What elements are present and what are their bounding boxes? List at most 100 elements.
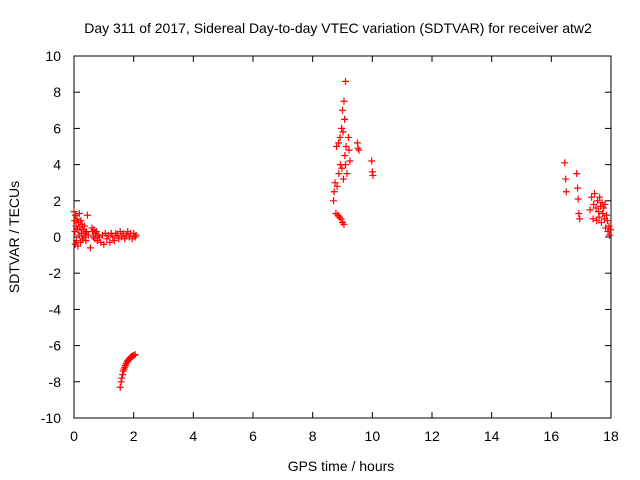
- data-point: [591, 190, 599, 198]
- data-point: [70, 208, 78, 216]
- y-tick-label: -4: [49, 301, 62, 317]
- data-point: [605, 222, 613, 230]
- data-point: [586, 206, 594, 214]
- y-axis-label: SDTVAR / TECUs: [6, 181, 22, 293]
- data-point: [121, 235, 129, 243]
- data-point: [331, 179, 339, 187]
- data-point: [589, 215, 597, 223]
- data-point: [575, 209, 583, 217]
- y-tick-label: 2: [53, 193, 61, 209]
- data-point: [600, 204, 608, 212]
- data-point: [336, 133, 344, 141]
- data-point: [562, 188, 570, 196]
- data-point: [335, 170, 343, 178]
- data-point: [84, 231, 92, 239]
- data-point: [601, 200, 609, 208]
- x-tick-label: 10: [365, 428, 381, 444]
- data-point: [339, 128, 347, 136]
- data-point: [345, 146, 353, 154]
- y-tick-label: 0: [53, 229, 61, 245]
- data-point: [338, 164, 346, 172]
- data-point: [74, 242, 82, 250]
- x-tick-label: 8: [309, 428, 317, 444]
- y-tick-label: 8: [53, 84, 61, 100]
- data-point: [369, 171, 377, 179]
- data-point: [562, 175, 570, 183]
- series-cluster-early-morning: [70, 208, 140, 252]
- data-point: [603, 217, 611, 225]
- data-point: [132, 231, 140, 239]
- data-point: [590, 200, 598, 208]
- data-point: [73, 215, 81, 223]
- data-point: [344, 133, 352, 141]
- data-point: [72, 222, 80, 230]
- data-point: [333, 182, 341, 190]
- data-points: [70, 77, 614, 391]
- data-point: [573, 170, 581, 178]
- chart-title: Day 311 of 2017, Sidereal Day-to-day VTE…: [84, 20, 592, 36]
- data-point: [346, 157, 354, 165]
- series-cluster-late: [561, 159, 614, 239]
- data-point: [113, 231, 121, 239]
- data-point: [86, 244, 94, 252]
- x-tick-label: 16: [544, 428, 560, 444]
- data-point: [603, 211, 611, 219]
- data-point: [597, 219, 605, 227]
- data-point: [77, 217, 85, 225]
- data-point: [342, 143, 350, 150]
- data-point: [339, 106, 346, 114]
- data-point: [594, 197, 602, 205]
- x-axis-label: GPS time / hours: [288, 458, 395, 474]
- data-point: [561, 159, 569, 167]
- x-tick-label: 14: [484, 428, 500, 444]
- y-tick-label: 10: [45, 48, 61, 64]
- data-point: [596, 193, 604, 201]
- data-point: [100, 240, 108, 248]
- data-point: [341, 115, 349, 123]
- data-point: [592, 204, 600, 212]
- data-point: [116, 383, 124, 391]
- axis-ticks: [73, 55, 612, 419]
- data-point: [574, 184, 582, 192]
- data-point: [368, 157, 376, 165]
- data-point: [337, 215, 345, 223]
- data-point: [92, 228, 100, 236]
- data-point: [77, 238, 85, 246]
- y-tick-label: 4: [53, 157, 61, 173]
- data-point: [340, 97, 348, 105]
- data-point: [355, 146, 363, 154]
- data-point: [341, 152, 349, 160]
- x-tick-label: 4: [189, 428, 197, 444]
- data-point: [103, 235, 111, 243]
- data-point: [118, 374, 126, 382]
- data-point: [71, 211, 79, 219]
- data-point: [82, 237, 90, 245]
- series-cluster-negative-arc: [116, 351, 139, 391]
- series-cluster-peak-mid: [330, 77, 377, 228]
- data-point: [599, 209, 607, 217]
- data-point: [606, 226, 614, 234]
- data-point: [110, 237, 118, 245]
- data-point: [130, 352, 138, 360]
- data-point: [341, 77, 349, 85]
- data-point: [80, 233, 88, 241]
- data-point: [341, 161, 349, 169]
- data-point: [106, 238, 114, 246]
- data-point: [330, 197, 338, 205]
- data-point: [593, 217, 601, 225]
- x-tick-label: 0: [70, 428, 78, 444]
- data-point: [606, 231, 614, 239]
- data-point: [340, 220, 348, 228]
- data-point: [335, 139, 343, 147]
- data-point: [109, 233, 117, 241]
- data-point: [333, 143, 341, 150]
- y-tick-label: 6: [53, 120, 61, 136]
- y-tick-label: -10: [41, 410, 61, 426]
- data-point: [574, 195, 582, 203]
- data-point: [330, 188, 338, 196]
- data-point: [595, 213, 603, 221]
- data-point: [83, 211, 91, 219]
- x-tick-label: 18: [603, 428, 619, 444]
- data-point: [339, 175, 347, 183]
